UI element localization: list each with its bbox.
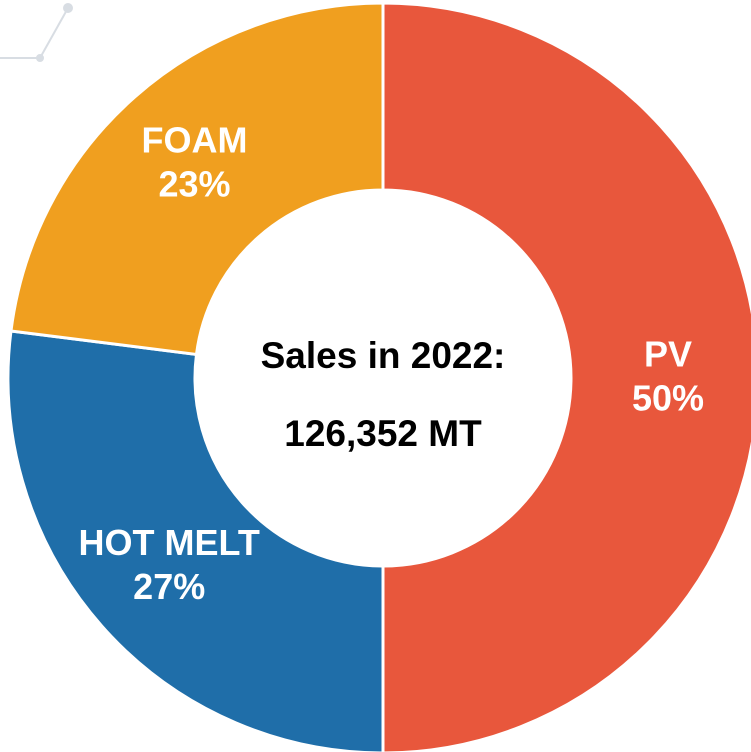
slice (9, 1, 385, 357)
slices (6, 1, 751, 752)
slice (381, 1, 751, 752)
center-value: 126,352 MT (284, 413, 482, 454)
center-title: Sales in 2022: (261, 335, 506, 376)
slice-label: PV (644, 334, 692, 375)
slice-label: HOT MELT (79, 522, 260, 563)
slice (6, 329, 385, 752)
slice-label: FOAM (142, 120, 248, 161)
slice-value-label: 50% (632, 378, 704, 419)
decoration (0, 3, 73, 62)
slice-value-label: 27% (133, 566, 205, 607)
slice-value-label: 23% (158, 164, 230, 205)
